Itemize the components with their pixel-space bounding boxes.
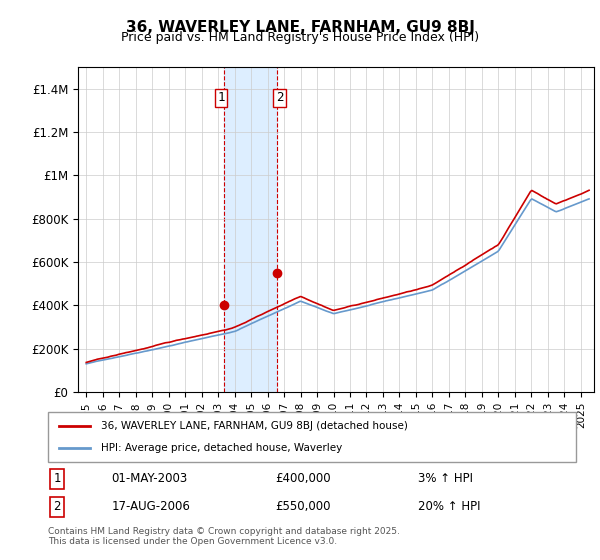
Text: £550,000: £550,000: [275, 500, 331, 514]
FancyBboxPatch shape: [48, 412, 576, 462]
Text: 1: 1: [53, 472, 61, 486]
Text: 3% ↑ HPI: 3% ↑ HPI: [418, 472, 473, 486]
Bar: [224, 67, 277, 392]
Text: 20% ↑ HPI: 20% ↑ HPI: [418, 500, 480, 514]
Text: 2: 2: [53, 500, 61, 514]
Text: £400,000: £400,000: [275, 472, 331, 486]
Text: 2: 2: [276, 91, 283, 104]
Text: 17-AUG-2006: 17-AUG-2006: [112, 500, 190, 514]
Text: 36, WAVERLEY LANE, FARNHAM, GU9 8BJ: 36, WAVERLEY LANE, FARNHAM, GU9 8BJ: [125, 20, 475, 35]
Text: Price paid vs. HM Land Registry's House Price Index (HPI): Price paid vs. HM Land Registry's House …: [121, 31, 479, 44]
Text: HPI: Average price, detached house, Waverley: HPI: Average price, detached house, Wave…: [101, 443, 342, 453]
Text: Contains HM Land Registry data © Crown copyright and database right 2025.
This d: Contains HM Land Registry data © Crown c…: [48, 526, 400, 546]
Text: 1: 1: [217, 91, 225, 104]
Text: 01-MAY-2003: 01-MAY-2003: [112, 472, 188, 486]
Text: 36, WAVERLEY LANE, FARNHAM, GU9 8BJ (detached house): 36, WAVERLEY LANE, FARNHAM, GU9 8BJ (det…: [101, 421, 407, 431]
